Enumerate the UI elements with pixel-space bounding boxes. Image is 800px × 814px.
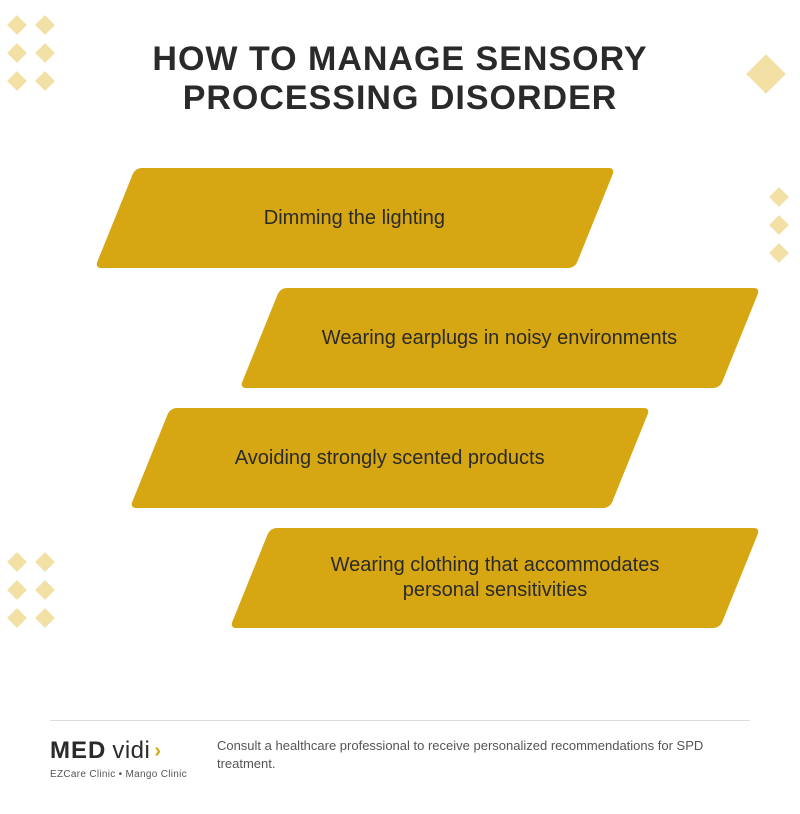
content-area: HOW TO MANAGE SENSORY PROCESSING DISORDE… [0, 0, 800, 628]
tip-item-1: Dimming the lighting [95, 168, 615, 268]
tip-item-4: Wearing clothing that accommodates perso… [230, 528, 760, 628]
items-list: Dimming the lighting Wearing earplugs in … [50, 168, 750, 628]
tip-item-label: Wearing earplugs in noisy environments [322, 326, 677, 351]
logo-subtext: EZCare Clinic • Mango Clinic [50, 769, 187, 780]
tip-item-label: Wearing clothing that accommodates perso… [305, 553, 685, 603]
disclaimer-text: Consult a healthcare professional to rec… [217, 737, 750, 773]
tip-item-3: Avoiding strongly scented products [130, 408, 650, 508]
logo-arrow-icon: › [154, 740, 161, 763]
logo-vidi-text: vidi [112, 737, 150, 765]
logo-top: MED vidi › [50, 737, 187, 765]
tip-item-label: Avoiding strongly scented products [235, 446, 545, 471]
brand-logo: MED vidi › EZCare Clinic • Mango Clinic [50, 737, 187, 780]
tip-item-2: Wearing earplugs in noisy environments [240, 288, 760, 388]
tip-item-label: Dimming the lighting [264, 206, 445, 231]
page-title: HOW TO MANAGE SENSORY PROCESSING DISORDE… [50, 40, 750, 118]
footer: MED vidi › EZCare Clinic • Mango Clinic … [50, 720, 750, 780]
logo-med-text: MED [50, 737, 106, 765]
